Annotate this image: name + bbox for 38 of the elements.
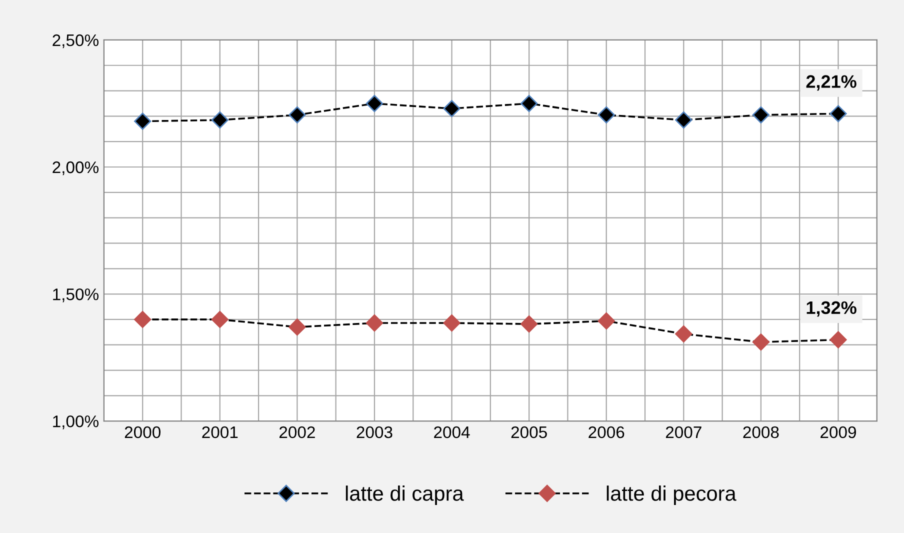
x-tick-label: 2005 (511, 426, 547, 438)
x-tick-label: 2000 (124, 426, 160, 438)
point (443, 100, 460, 118)
point (675, 325, 692, 342)
point (366, 94, 384, 112)
x-tick-label: 2002 (279, 426, 315, 438)
point (520, 315, 538, 333)
data-label: 2,21% (806, 75, 856, 91)
point (211, 111, 228, 129)
point (288, 106, 306, 124)
point (520, 94, 538, 112)
y-tick-label: 1,50% (53, 288, 99, 302)
point (752, 334, 770, 351)
x-tick-label: 2009 (820, 426, 856, 438)
legend-label: latte di capra (346, 486, 464, 505)
point (134, 112, 152, 130)
y-tick-label: 2,00% (52, 161, 99, 176)
x-tick-label: 2008 (743, 426, 779, 438)
point (675, 111, 692, 129)
point (752, 106, 770, 124)
x-tick-label: 2004 (434, 426, 470, 438)
point (598, 106, 615, 124)
legend-label: latte di pecora (606, 486, 736, 505)
y-tick-label: 1,00% (53, 415, 99, 430)
x-tick-label: 2007 (666, 426, 702, 438)
point (443, 314, 460, 332)
point (288, 318, 306, 336)
x-tick-label: 2003 (356, 426, 392, 438)
point (830, 331, 847, 348)
x-tick-label: 2001 (202, 426, 238, 438)
point (211, 310, 228, 328)
y-tick-label: 2,50% (52, 34, 99, 48)
point (598, 312, 615, 330)
x-tick-label: 2006 (588, 426, 624, 438)
point (134, 310, 152, 328)
point (366, 314, 384, 332)
point (830, 105, 847, 122)
data-label: 1,32% (806, 301, 856, 317)
